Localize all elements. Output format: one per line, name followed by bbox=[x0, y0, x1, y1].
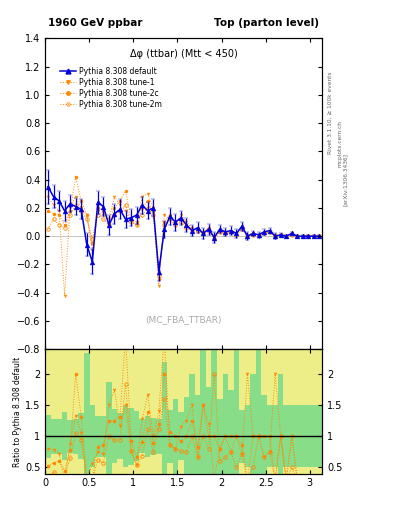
Bar bbox=[79, 413, 84, 459]
Bar bbox=[62, 412, 67, 460]
Bar bbox=[267, 405, 272, 467]
Bar bbox=[101, 416, 106, 457]
Bar bbox=[195, 395, 200, 474]
Bar bbox=[228, 390, 233, 474]
Bar bbox=[95, 416, 101, 457]
Bar bbox=[90, 405, 95, 467]
Bar bbox=[250, 374, 256, 474]
Bar bbox=[217, 399, 222, 474]
Text: Rivet 3.1.10, ≥ 100k events: Rivet 3.1.10, ≥ 100k events bbox=[328, 71, 333, 154]
Bar bbox=[56, 419, 62, 454]
Bar bbox=[178, 412, 184, 460]
Bar bbox=[45, 415, 51, 458]
Bar bbox=[184, 397, 189, 474]
Bar bbox=[206, 387, 211, 474]
Text: (MC_FBA_TTBAR): (MC_FBA_TTBAR) bbox=[145, 315, 222, 325]
Bar bbox=[289, 405, 294, 467]
Bar bbox=[222, 374, 228, 474]
Y-axis label: Ratio to Pythia 8.308 default: Ratio to Pythia 8.308 default bbox=[13, 356, 22, 466]
Bar bbox=[162, 361, 167, 474]
Bar bbox=[200, 349, 206, 474]
Bar bbox=[278, 374, 283, 474]
Bar bbox=[106, 382, 112, 474]
Bar bbox=[156, 419, 162, 454]
Bar bbox=[145, 416, 151, 457]
Bar bbox=[173, 399, 178, 474]
Bar bbox=[84, 353, 90, 474]
Bar bbox=[123, 405, 129, 467]
Bar bbox=[306, 405, 311, 467]
Bar bbox=[211, 349, 217, 474]
Bar bbox=[294, 405, 300, 467]
Legend: Pythia 8.308 default, Pythia 8.308 tune-1, Pythia 8.308 tune-2c, Pythia 8.308 tu: Pythia 8.308 default, Pythia 8.308 tune-… bbox=[57, 64, 165, 112]
Text: mcplots.cern.ch: mcplots.cern.ch bbox=[337, 120, 342, 167]
Bar bbox=[112, 409, 117, 463]
Text: Δφ (ttbar) (Mtt < 450): Δφ (ttbar) (Mtt < 450) bbox=[130, 49, 238, 59]
Bar bbox=[239, 410, 245, 463]
Bar bbox=[67, 420, 73, 453]
Bar bbox=[256, 349, 261, 474]
Bar bbox=[311, 405, 317, 467]
Bar bbox=[140, 419, 145, 453]
Text: Top (parton level): Top (parton level) bbox=[215, 17, 320, 28]
Bar bbox=[151, 418, 156, 455]
Bar bbox=[233, 349, 239, 474]
Text: [arXiv:1306.3436]: [arXiv:1306.3436] bbox=[343, 153, 348, 206]
Bar bbox=[261, 395, 267, 474]
Bar bbox=[189, 374, 195, 474]
Bar bbox=[117, 413, 123, 459]
Bar bbox=[272, 405, 278, 467]
Bar bbox=[283, 405, 289, 467]
Bar bbox=[51, 418, 56, 454]
Bar bbox=[129, 408, 134, 465]
Bar bbox=[167, 410, 173, 463]
Bar bbox=[317, 405, 322, 467]
Bar bbox=[300, 405, 306, 467]
Text: 1960 GeV ppbar: 1960 GeV ppbar bbox=[48, 17, 143, 28]
Bar bbox=[245, 405, 250, 467]
Bar bbox=[73, 418, 79, 454]
Bar bbox=[134, 412, 140, 461]
